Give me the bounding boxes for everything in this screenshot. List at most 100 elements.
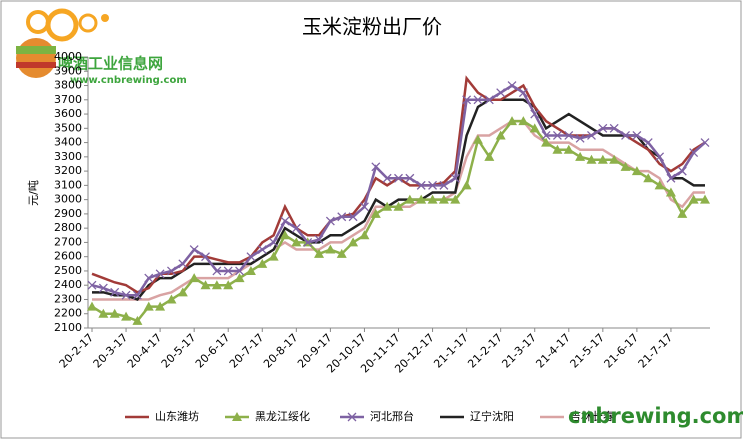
marker bbox=[371, 162, 381, 172]
y-tick-label: 2400 bbox=[54, 278, 82, 291]
y-tick-label: 3500 bbox=[54, 121, 82, 134]
marker bbox=[654, 180, 665, 190]
marker bbox=[382, 201, 393, 211]
marker bbox=[428, 180, 438, 190]
marker bbox=[303, 237, 313, 247]
marker bbox=[541, 130, 551, 140]
marker bbox=[291, 223, 301, 233]
y-tick-label: 3600 bbox=[54, 107, 82, 120]
chart-title: 玉米淀粉出厂价 bbox=[302, 15, 442, 39]
marker bbox=[223, 266, 233, 276]
marker bbox=[563, 144, 574, 154]
marker bbox=[98, 283, 108, 293]
marker bbox=[143, 301, 154, 311]
y-tick-label: 2900 bbox=[54, 207, 82, 220]
marker bbox=[621, 130, 630, 140]
marker bbox=[337, 212, 347, 222]
marker bbox=[530, 109, 540, 119]
marker bbox=[586, 154, 597, 164]
marker bbox=[462, 95, 472, 105]
marker bbox=[552, 144, 563, 154]
watermark: cnbrewing.com bbox=[568, 404, 743, 428]
marker bbox=[631, 166, 642, 176]
marker bbox=[178, 259, 188, 269]
y-tick-label: 3000 bbox=[54, 193, 82, 206]
marker bbox=[87, 280, 97, 290]
y-tick-label: 2700 bbox=[54, 235, 82, 248]
marker bbox=[609, 123, 619, 133]
marker bbox=[665, 187, 676, 197]
marker bbox=[189, 273, 200, 283]
marker bbox=[223, 280, 234, 290]
marker bbox=[325, 216, 335, 226]
marker bbox=[155, 301, 166, 311]
marker bbox=[461, 180, 472, 190]
legend-label: 山东潍坊 bbox=[155, 409, 199, 423]
marker bbox=[666, 173, 676, 183]
marker bbox=[325, 244, 336, 254]
marker bbox=[121, 290, 131, 300]
marker bbox=[564, 130, 574, 140]
marker bbox=[144, 273, 154, 283]
marker bbox=[382, 173, 392, 183]
y-tick-label: 2200 bbox=[54, 307, 82, 320]
line bbox=[92, 98, 705, 301]
marker bbox=[177, 287, 188, 297]
y-tick-label: 4000 bbox=[54, 50, 82, 63]
y-tick-label: 3800 bbox=[54, 79, 82, 92]
marker bbox=[257, 258, 268, 268]
marker bbox=[529, 123, 540, 133]
marker bbox=[484, 151, 495, 161]
marker bbox=[257, 245, 267, 255]
marker bbox=[416, 194, 427, 204]
y-tick-label: 2800 bbox=[54, 221, 82, 234]
marker bbox=[404, 194, 415, 204]
marker bbox=[245, 265, 256, 275]
marker bbox=[98, 308, 109, 318]
marker bbox=[598, 123, 608, 133]
marker bbox=[700, 138, 710, 148]
marker bbox=[132, 315, 143, 325]
legend-label: 辽宁沈阳 bbox=[470, 409, 514, 423]
marker bbox=[495, 130, 506, 140]
marker bbox=[427, 194, 438, 204]
marker bbox=[393, 201, 404, 211]
y-axis-title: 元/吨 bbox=[27, 180, 40, 206]
marker bbox=[234, 273, 245, 283]
marker bbox=[518, 116, 529, 126]
logo-ring bbox=[45, 8, 79, 42]
marker bbox=[370, 208, 381, 218]
marker bbox=[359, 202, 369, 212]
marker bbox=[484, 95, 494, 105]
marker bbox=[269, 237, 279, 247]
marker bbox=[689, 148, 699, 158]
y-tick-label: 2600 bbox=[54, 250, 82, 263]
logo-url: www.cnbrewing.com bbox=[70, 75, 187, 86]
marker bbox=[200, 280, 211, 290]
marker bbox=[279, 230, 290, 240]
marker bbox=[632, 130, 642, 140]
marker bbox=[450, 173, 460, 183]
marker bbox=[587, 130, 596, 140]
marker bbox=[280, 216, 290, 226]
logo: 啤酒工业信息网 www.cnbrewing.com bbox=[16, 8, 187, 86]
marker bbox=[336, 248, 347, 258]
y-tick-label: 2500 bbox=[54, 264, 82, 277]
marker bbox=[655, 152, 665, 162]
logo-globe bbox=[16, 38, 56, 78]
y-tick-label: 3900 bbox=[54, 64, 82, 77]
y-tick-label: 3100 bbox=[54, 178, 82, 191]
series bbox=[92, 98, 705, 301]
marker bbox=[212, 266, 222, 276]
y-tick-label: 3700 bbox=[54, 93, 82, 106]
marker bbox=[575, 133, 585, 143]
marker bbox=[348, 237, 359, 247]
marker bbox=[291, 237, 302, 247]
marker bbox=[507, 81, 517, 90]
marker bbox=[677, 166, 687, 176]
marker bbox=[609, 154, 620, 164]
marker bbox=[473, 95, 483, 105]
marker bbox=[496, 88, 506, 98]
marker bbox=[438, 194, 449, 204]
